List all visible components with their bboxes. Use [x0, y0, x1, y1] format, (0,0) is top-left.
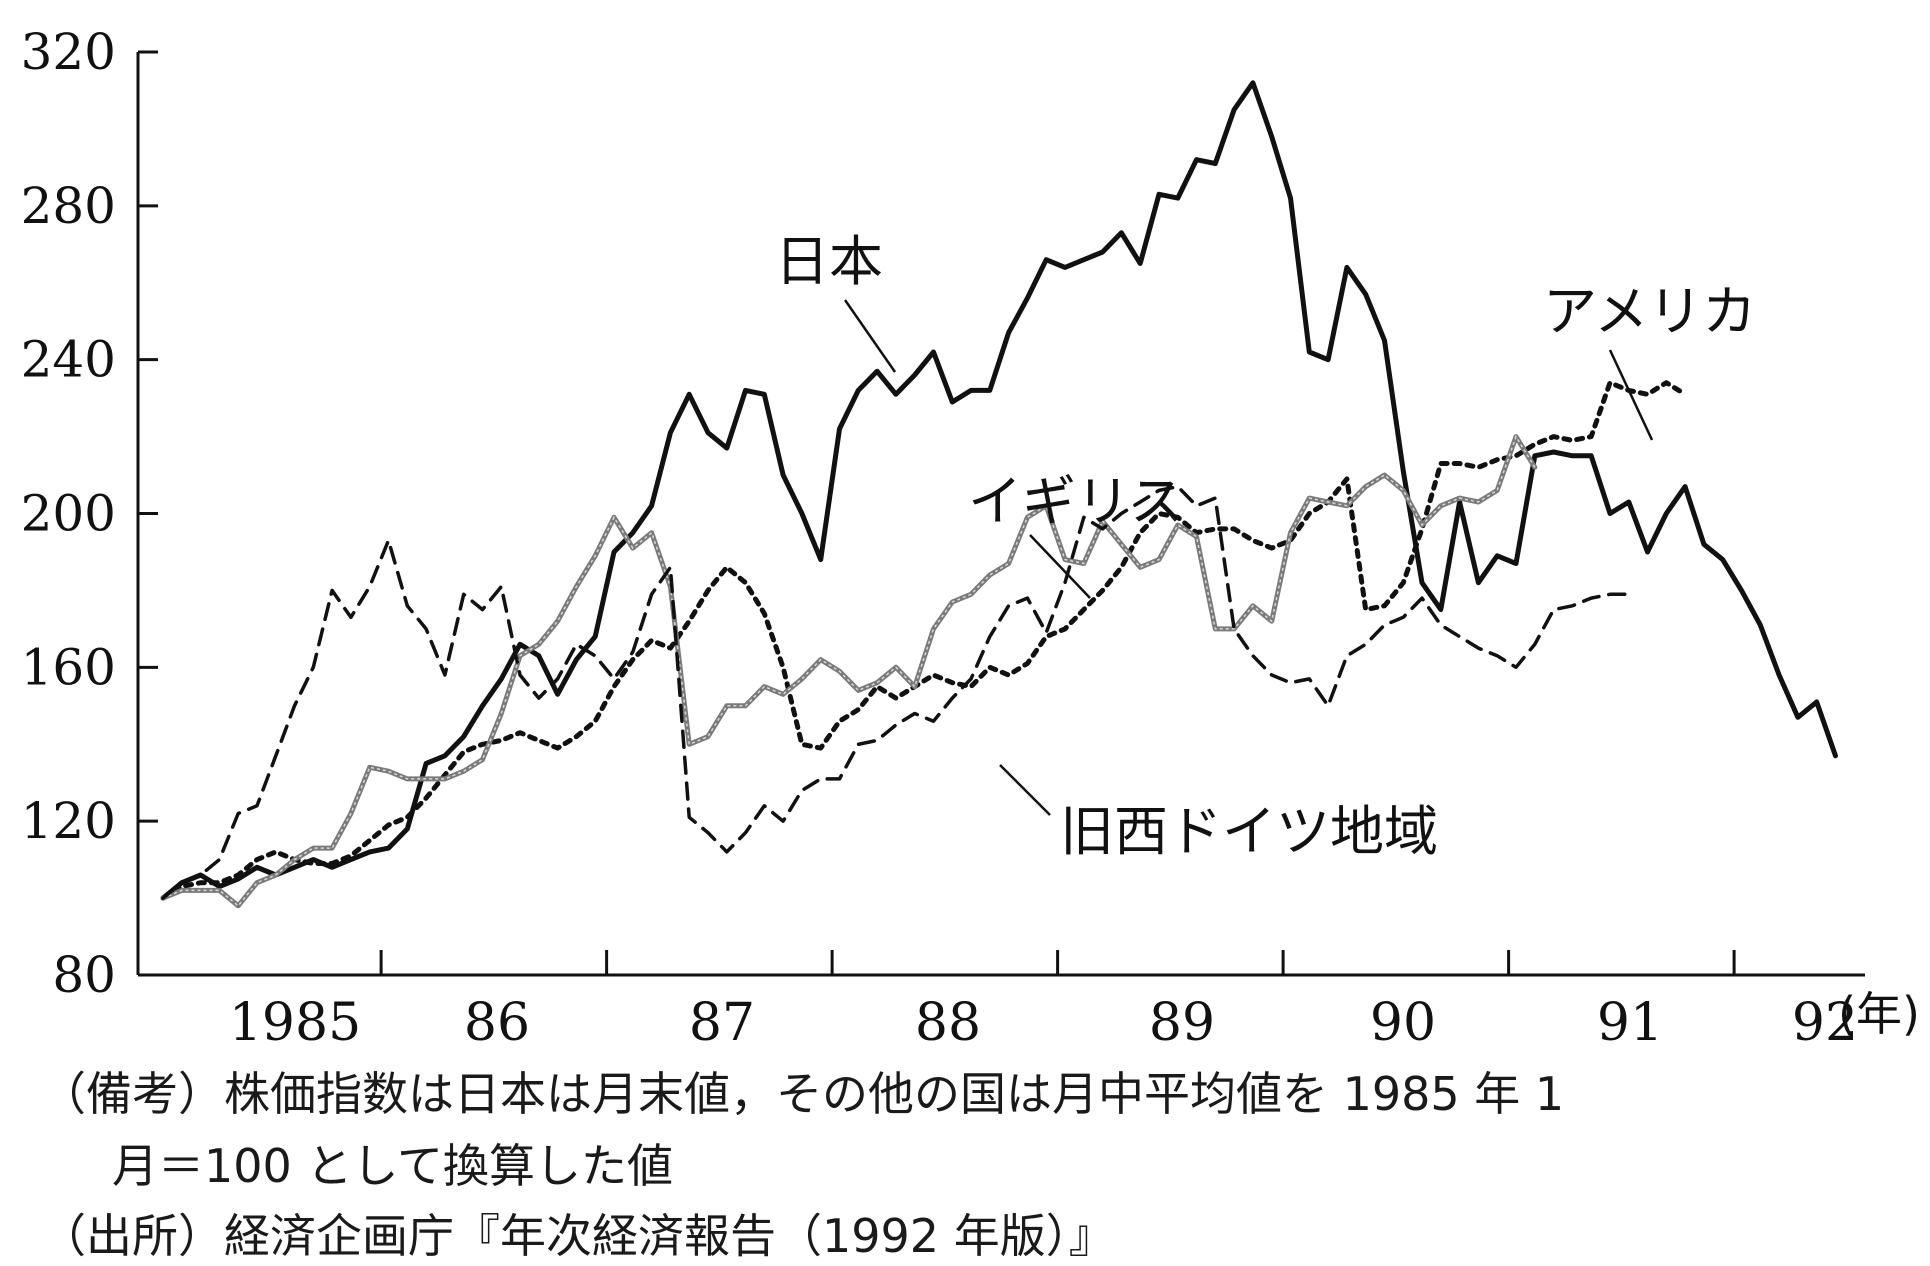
series-line-uk-texture	[162, 434, 1536, 907]
label-japan-leader	[843, 299, 897, 373]
note-source: （出所）経済企画庁『年次経済報告（1992 年版）』	[40, 1209, 1115, 1263]
x-tick-label: 86	[464, 993, 530, 1053]
x-tick-label: 87	[689, 993, 755, 1053]
x-tick-label: 92	[1792, 993, 1858, 1053]
x-tick-label: 89	[1149, 993, 1215, 1053]
label-west-germany-leader	[999, 764, 1051, 816]
y-tick-label: 240	[21, 331, 116, 389]
label-usa-leader	[1608, 349, 1654, 441]
label-west-germany: 旧西ドイツ地域	[1060, 800, 1438, 863]
series-line-west-germany	[161, 484, 1631, 900]
x-tick-label: 91	[1597, 993, 1663, 1053]
y-tick-label: 120	[21, 792, 116, 850]
x-tick-label: 1985	[229, 993, 361, 1053]
note-remarks-cont: 月＝100 として換算した値	[112, 1139, 674, 1193]
y-tick-label: 80	[52, 946, 116, 1004]
label-uk: イギリス	[968, 470, 1184, 533]
x-tick-label: 88	[915, 993, 981, 1053]
y-tick-label: 160	[21, 638, 116, 696]
y-tick-label: 200	[21, 485, 116, 543]
x-tick-label: 90	[1370, 993, 1436, 1053]
label-usa: アメリカ	[1543, 280, 1756, 343]
x-unit-label: (年)	[1838, 987, 1920, 1041]
axes: 80 120 160 200 240 280 320 1985 86 87 88 89 90 91 92(年…	[21, 23, 1920, 1053]
series-line-japan	[160, 80, 1838, 901]
note-remarks: （備考）株価指数は日本は月末値，その他の国は月中平均値を 1985 年 1	[40, 1067, 1565, 1121]
label-uk-leader	[1029, 534, 1091, 599]
series-line-usa	[160, 380, 1688, 901]
y-tick-label: 320	[21, 23, 116, 81]
label-japan: 日本	[775, 230, 883, 293]
y-tick-label: 280	[21, 177, 116, 235]
stock-index-chart: 80 120 160 200 240 280 320 1985 86 87 88 89 90 91 92(年…	[21, 23, 1920, 1053]
series-lines	[160, 80, 1838, 909]
